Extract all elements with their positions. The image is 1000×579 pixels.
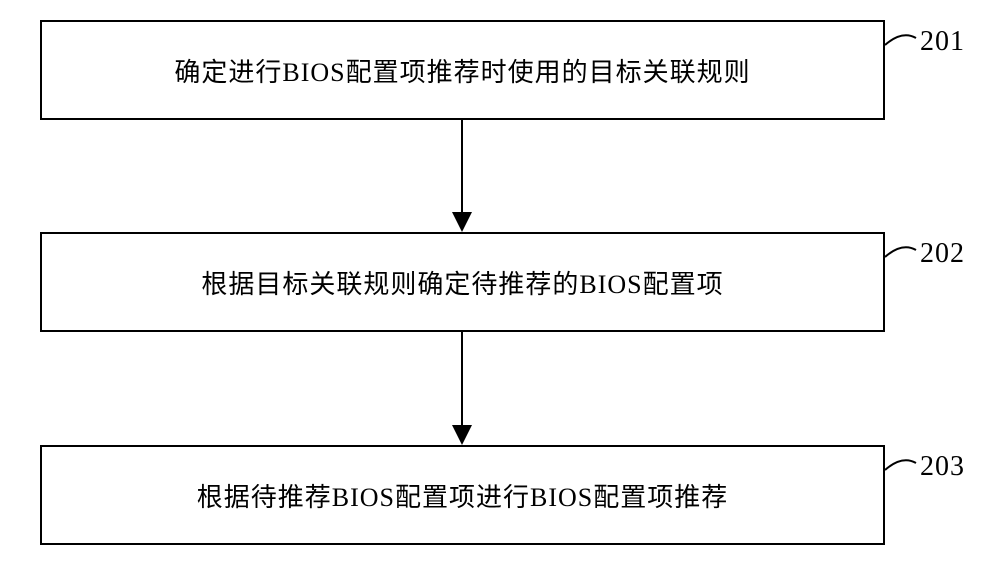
flow-step-2-label: 202 (920, 238, 965, 270)
flow-step-2-text: 根据目标关联规则确定待推荐的BIOS配置项 (201, 264, 723, 301)
leader-3 (885, 460, 916, 470)
arrow-1 (452, 120, 472, 232)
flow-step-2: 根据目标关联规则确定待推荐的BIOS配置项 (40, 232, 885, 332)
leader-2 (885, 247, 916, 257)
flow-step-1-text: 确定进行BIOS配置项推荐时使用的目标关联规则 (174, 52, 750, 89)
flow-step-3-text: 根据待推荐BIOS配置项进行BIOS配置项推荐 (197, 477, 728, 514)
arrow-2 (452, 332, 472, 445)
flow-step-3: 根据待推荐BIOS配置项进行BIOS配置项推荐 (40, 445, 885, 545)
flow-step-3-label: 203 (920, 451, 965, 483)
flow-step-1: 确定进行BIOS配置项推荐时使用的目标关联规则 (40, 20, 885, 120)
flow-step-1-label: 201 (920, 26, 965, 58)
leader-1 (885, 35, 916, 45)
